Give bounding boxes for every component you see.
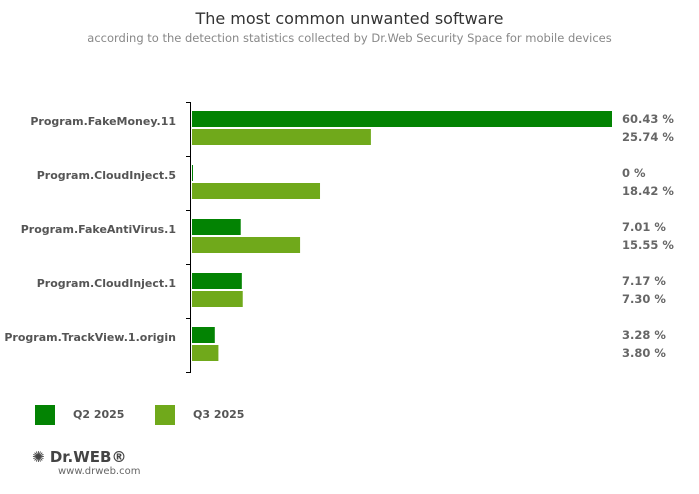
bar-q2	[192, 273, 242, 289]
bar-q3	[192, 183, 321, 199]
category-label: Program.FakeMoney.11	[30, 115, 176, 128]
data-label: 25.74 %	[622, 130, 674, 144]
data-label: 3.80 %	[622, 346, 666, 360]
chart-subtitle: according to the detection statistics co…	[87, 31, 612, 45]
legend-swatch-q3	[155, 405, 175, 425]
data-label: 18.42 %	[622, 184, 674, 198]
bar-q2	[192, 111, 612, 127]
bar-q2	[192, 165, 193, 181]
data-label: 7.01 %	[622, 220, 666, 234]
bar-q3	[192, 291, 243, 307]
data-label: 7.17 %	[622, 274, 666, 288]
legend-label-q3: Q3 2025	[193, 408, 245, 421]
data-label: 3.28 %	[622, 328, 666, 342]
bar-q3	[192, 129, 371, 145]
drweb-logo: ✺ Dr.WEB®	[32, 448, 126, 466]
data-label: 60.43 %	[622, 112, 674, 126]
spider-icon: ✺	[32, 448, 45, 466]
drweb-url[interactable]: www.drweb.com	[58, 466, 141, 477]
legend-swatch-q2	[35, 405, 55, 425]
legend-label-q2: Q2 2025	[73, 408, 125, 421]
bar-chart: Program.FakeMoney.11 60.43 % 25.74 % Progra…	[4, 102, 674, 373]
data-label: 0 %	[622, 166, 646, 180]
bar-q2	[192, 327, 215, 343]
bar-q3	[192, 237, 301, 253]
logo-text: Dr.WEB®	[49, 448, 127, 466]
bar-q3	[192, 345, 219, 361]
category-label: Program.CloudInject.5	[37, 169, 176, 182]
chart-title: The most common unwanted software	[195, 9, 504, 28]
category-label: Program.CloudInject.1	[37, 277, 176, 290]
data-label: 7.30 %	[622, 292, 666, 306]
bar-q2	[192, 219, 241, 235]
category-label: Program.FakeAntiVirus.1	[21, 223, 176, 236]
data-label: 15.55 %	[622, 238, 674, 252]
category-label: Program.TrackView.1.origin	[4, 331, 176, 344]
